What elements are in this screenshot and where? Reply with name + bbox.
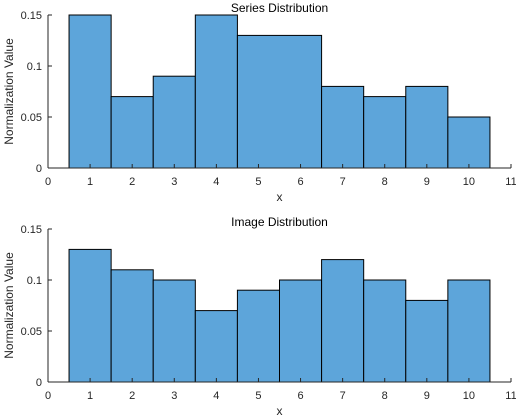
y-axis-label: Normalization Value: [2, 252, 16, 359]
y-tick-label: 0.1: [27, 275, 42, 287]
histogram-bar: [321, 259, 365, 383]
y-axis-label: Normalization Value: [2, 38, 16, 145]
x-tick-label: 5: [255, 176, 261, 188]
x-tick-label: 6: [297, 176, 303, 188]
x-tick-label: 7: [340, 176, 346, 188]
x-tick-label: 1: [87, 390, 93, 402]
y-tick-label: 0.05: [21, 112, 42, 124]
histogram-bar: [447, 279, 491, 383]
histogram-bar: [447, 116, 491, 169]
x-tick-label: 10: [463, 176, 475, 188]
x-tick-label: 4: [213, 390, 219, 402]
x-tick-label: 0: [45, 176, 51, 188]
histogram-bar: [152, 75, 196, 169]
x-tick-label: 1: [87, 176, 93, 188]
histogram-bar: [321, 85, 365, 169]
x-tick-label: 10: [463, 390, 475, 402]
histogram-bar: [68, 248, 112, 383]
histogram-bar: [194, 14, 238, 169]
histogram-bar: [363, 279, 407, 383]
x-tick-label: 5: [255, 390, 261, 402]
x-tick-label: 7: [340, 390, 346, 402]
y-tick-label: 0.05: [21, 326, 42, 338]
x-tick-label: 3: [171, 176, 177, 188]
histogram-bar: [236, 34, 323, 169]
subplot-image-distribution: 0 1 2 3 4 5 6 7 8 9 10 11 0 0.05 0.1 0.15 Image Distribu…: [2, 215, 516, 418]
x-tick-label: 9: [424, 176, 430, 188]
x-tick-label: 11: [505, 176, 516, 188]
histogram-bar: [236, 289, 280, 383]
histogram-bar: [110, 269, 154, 383]
y-tick-label: 0: [36, 163, 42, 175]
x-tick-label: 8: [382, 390, 388, 402]
x-tick-label: 8: [382, 176, 388, 188]
histogram-bar: [152, 279, 196, 383]
histogram-bar: [110, 96, 154, 169]
x-axis-label: x: [277, 404, 283, 418]
y-tick-label: 0.1: [27, 61, 42, 73]
y-tick-label: 0.15: [21, 10, 42, 22]
x-tick-label: 9: [424, 390, 430, 402]
x-tick-label: 3: [171, 390, 177, 402]
y-tick-label: 0: [36, 377, 42, 389]
chart-title: Image Distribution: [231, 215, 328, 229]
x-tick-label: 0: [45, 390, 51, 402]
x-tick-label: 6: [297, 390, 303, 402]
histogram-bar: [405, 85, 449, 169]
subplot-series-distribution: 0 1 2 3 4 5 6 7 8 9 10 11 0 0.05 0.1 0.15 Series Distrib…: [2, 1, 516, 204]
x-axis-label: x: [277, 190, 283, 204]
chart-title: Series Distribution: [231, 1, 328, 15]
histogram-bar: [68, 14, 112, 169]
y-tick-label: 0.15: [21, 224, 42, 236]
x-tick-label: 2: [129, 176, 135, 188]
histogram-bar: [363, 96, 407, 169]
x-tick-label: 2: [129, 390, 135, 402]
x-tick-label: 4: [213, 176, 219, 188]
histogram-bar: [279, 279, 323, 383]
x-tick-label: 11: [505, 390, 516, 402]
histogram-bar: [405, 299, 449, 383]
histogram-bar: [194, 310, 238, 383]
